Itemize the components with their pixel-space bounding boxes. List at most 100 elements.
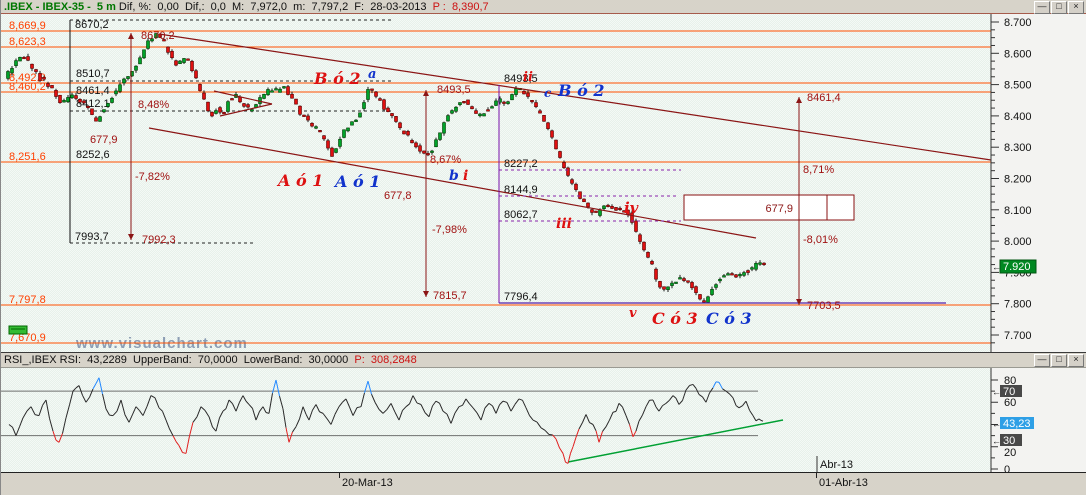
svg-text:8461,4: 8461,4 xyxy=(807,92,841,104)
date-axis[interactable]: 20-Mar-13 01-Abr-13 xyxy=(1,472,1086,495)
measure-lines xyxy=(128,33,802,305)
svg-text:8,71%: 8,71% xyxy=(803,164,834,176)
svg-text:-8,01%: -8,01% xyxy=(803,234,838,246)
close-button-rsi[interactable]: × xyxy=(1068,354,1084,367)
svg-text:8062,7: 8062,7 xyxy=(504,209,538,221)
svg-text:8493,5: 8493,5 xyxy=(504,73,538,85)
position-marker xyxy=(8,325,28,335)
svg-text:8.100: 8.100 xyxy=(1004,205,1032,217)
svg-text:C ó 3: C ó 3 xyxy=(706,309,752,328)
date-label: 20-Mar-13 xyxy=(342,477,393,489)
svg-text:8,251,6: 8,251,6 xyxy=(9,151,46,163)
svg-text:7796,4: 7796,4 xyxy=(504,291,538,303)
svg-text:7992,3: 7992,3 xyxy=(142,234,176,246)
svg-text:←: ← xyxy=(992,262,1001,272)
svg-text:8.700: 8.700 xyxy=(1004,17,1032,29)
svg-text:60: 60 xyxy=(1004,397,1016,409)
svg-text:8,669,9: 8,669,9 xyxy=(9,20,46,32)
close-button-main[interactable]: × xyxy=(1068,1,1084,14)
svg-text:8.300: 8.300 xyxy=(1004,142,1032,154)
date-tick xyxy=(339,473,340,478)
svg-text:ii: ii xyxy=(523,70,533,85)
svg-text:v: v xyxy=(629,306,637,321)
rsi-name: RSI_,IBEX xyxy=(4,354,60,366)
svg-text:8,492,9: 8,492,9 xyxy=(9,72,46,84)
svg-text:C ó 3: C ó 3 xyxy=(652,309,698,328)
rsi-stats: RSI: 43,2289 UpperBand: 70,0000 LowerBan… xyxy=(59,354,355,366)
svg-text:←: ← xyxy=(992,436,1001,446)
measure-labels: 8670,2 8,48% -7,82% 7992,3 8493,5 8,67% -7,98%… xyxy=(90,30,841,312)
svg-text:677,8: 677,8 xyxy=(384,190,412,202)
minimize-button-main[interactable]: — xyxy=(1034,1,1050,14)
rsi-price: P: 308,2848 xyxy=(354,354,417,366)
price-levels: 8,669,9 8,623,3 8,492,98,460,2 8,251,6 7,797… xyxy=(1,20,991,344)
main-chart-canvas[interactable]: www.visualchart.com 8,669,98,623,38,492,… xyxy=(1,14,1086,352)
svg-text:i: i xyxy=(463,168,468,184)
price-annotations: 8670,28510,78461,48412,18252,67993,78493… xyxy=(69,19,538,303)
rsi-trendline xyxy=(567,419,784,463)
svg-text:8252,6: 8252,6 xyxy=(76,149,110,161)
svg-text:8227,2: 8227,2 xyxy=(504,158,538,170)
maximize-button-rsi[interactable]: □ xyxy=(1051,354,1067,367)
svg-text:8,460,2: 8,460,2 xyxy=(9,81,46,93)
svg-text:-7,98%: -7,98% xyxy=(432,224,467,236)
month-label: Abr-13 xyxy=(816,456,853,472)
purple-guides xyxy=(498,85,946,304)
svg-text:←: ← xyxy=(992,387,1001,397)
trendlines xyxy=(148,33,992,239)
svg-text:8.500: 8.500 xyxy=(1004,80,1032,92)
svg-text:7,670,9: 7,670,9 xyxy=(9,332,46,344)
svg-text:B ó 2: B ó 2 xyxy=(557,81,604,100)
svg-text:8670,2: 8670,2 xyxy=(141,30,175,42)
svg-text:8.000: 8.000 xyxy=(1004,236,1032,248)
svg-text:←: ← xyxy=(992,419,1001,429)
svg-text:677,9: 677,9 xyxy=(90,134,118,146)
svg-text:a: a xyxy=(368,67,376,82)
svg-text:8670,2: 8670,2 xyxy=(75,19,109,31)
rsi-bands xyxy=(1,390,758,437)
svg-text:B ó 2: B ó 2 xyxy=(313,69,360,88)
svg-text:0: 0 xyxy=(1004,464,1010,472)
svg-text:7703,5: 7703,5 xyxy=(807,300,841,312)
svg-text:8.600: 8.600 xyxy=(1004,48,1032,60)
main-chart-titlebar: .IBEX - IBEX-35 - 5 m Dif, %: 0,00 Dif,:… xyxy=(1,0,1086,14)
svg-text:677,9: 677,9 xyxy=(765,203,793,215)
svg-text:8.200: 8.200 xyxy=(1004,174,1032,186)
maximize-button-main[interactable]: □ xyxy=(1051,1,1067,14)
svg-text:-7,82%: -7,82% xyxy=(135,171,170,183)
date-tick xyxy=(816,473,817,478)
date-label: 01-Abr-13 xyxy=(819,477,868,489)
svg-text:20: 20 xyxy=(1004,447,1016,459)
svg-text:c: c xyxy=(544,86,552,100)
measure-box: 677,9 xyxy=(683,194,855,221)
svg-text:70: 70 xyxy=(1003,386,1015,398)
svg-text:7815,7: 7815,7 xyxy=(433,290,467,302)
svg-text:A ó 1: A ó 1 xyxy=(276,171,323,190)
svg-text:8461,4: 8461,4 xyxy=(76,85,110,97)
svg-text:7.800: 7.800 xyxy=(1004,299,1032,311)
svg-text:80: 80 xyxy=(1004,375,1016,387)
quote-price: P : 8,390,7 xyxy=(432,0,489,13)
svg-text:8493,5: 8493,5 xyxy=(437,84,471,96)
svg-text:7.920: 7.920 xyxy=(1003,261,1031,273)
svg-text:b: b xyxy=(449,168,459,184)
minimize-button-rsi[interactable]: — xyxy=(1034,354,1050,367)
main-price-axis: 8.700 8.600 8.500 8.400 8.300 8.200 8.100 8.000… xyxy=(990,14,1086,352)
svg-text:8144,9: 8144,9 xyxy=(504,184,538,196)
svg-text:8,67%: 8,67% xyxy=(430,154,461,166)
quote-stats: Dif, %: 0,00 Dif,: 0,0 M: 7,972,0 m: 7,7… xyxy=(118,0,433,13)
svg-text:iii: iii xyxy=(556,216,572,232)
rsi-line xyxy=(8,377,764,464)
svg-text:iv: iv xyxy=(624,199,639,217)
svg-text:7993,7: 7993,7 xyxy=(75,231,109,243)
rsi-panel-titlebar: RSI_,IBEX RSI: 43,2289 UpperBand: 70,000… xyxy=(1,352,1086,368)
svg-text:43,23: 43,23 xyxy=(1003,418,1031,430)
svg-text:A ó 1: A ó 1 xyxy=(333,172,380,191)
svg-text:8,623,3: 8,623,3 xyxy=(9,36,46,48)
svg-text:7,797,8: 7,797,8 xyxy=(9,294,46,306)
svg-text:8,48%: 8,48% xyxy=(138,99,169,111)
svg-text:Abr-13: Abr-13 xyxy=(820,459,853,471)
